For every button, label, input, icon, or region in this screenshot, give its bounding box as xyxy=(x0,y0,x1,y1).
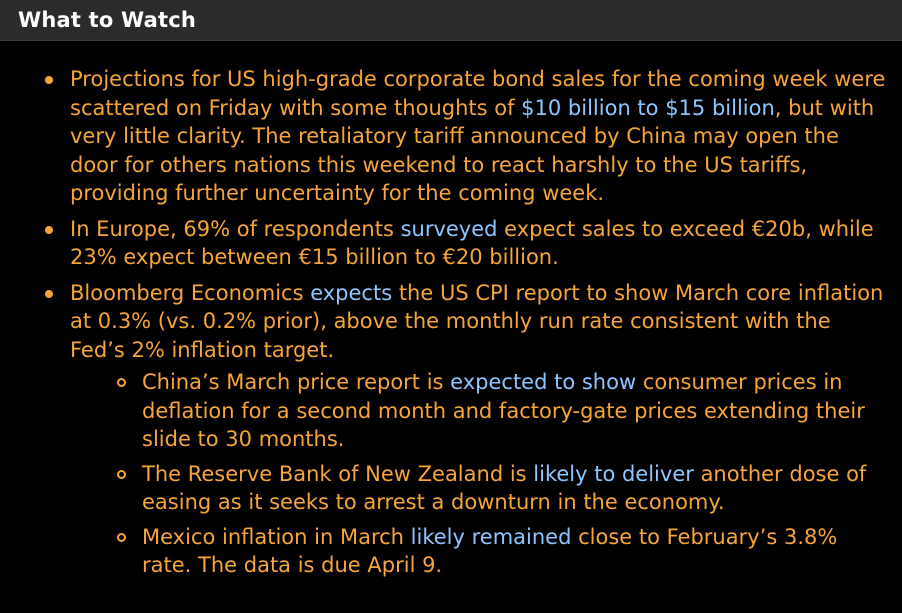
section-title: What to Watch xyxy=(18,8,197,32)
bullet-list: Projections for US high-grade corporate … xyxy=(38,65,890,580)
bullet-text: expect sales to exceed €20b, while 23% e… xyxy=(70,216,874,270)
inline-link[interactable]: expects xyxy=(310,280,393,305)
inline-link[interactable]: likely to deliver xyxy=(533,461,694,486)
bullet-text: Projections for US high-grade corporate … xyxy=(70,67,886,120)
sub-bullet-item: The Reserve Bank of New Zealand is likel… xyxy=(110,460,890,517)
bullet-text: , but with very little clarity. The reta… xyxy=(70,95,875,206)
bullet-text: Bloomberg Economics xyxy=(70,280,311,305)
bullet-text: China’s March price report is xyxy=(142,370,451,394)
sub-bullet-item: Mexico inflation in March likely remaine… xyxy=(110,523,890,580)
section-header: What to Watch xyxy=(0,0,902,41)
bullet-text: the US CPI report to show March core inf… xyxy=(70,280,884,362)
inline-link[interactable]: expected to show xyxy=(450,370,637,394)
inline-link[interactable]: likely remained xyxy=(410,524,572,549)
inline-link[interactable]: surveyed xyxy=(400,216,498,241)
bullet-text: The Reserve Bank of New Zealand is xyxy=(142,461,534,486)
bullet-item: Projections for US high-grade corporate … xyxy=(38,65,890,208)
bullet-item: Bloomberg Economics expects the US CPI r… xyxy=(38,279,890,580)
bullet-text: In Europe, 69% of respondents xyxy=(70,216,401,241)
watch-list-content: Projections for US high-grade corporate … xyxy=(0,41,902,580)
bullet-text: Mexico inflation in March xyxy=(142,524,411,549)
bullet-item: In Europe, 69% of respondents surveyed e… xyxy=(38,215,890,272)
bullet-text: close to February’s 3.8% rate. The data … xyxy=(142,524,838,578)
bullet-text: another dose of easing as it seeks to ar… xyxy=(142,461,867,515)
sub-bullet-list: China’s March price report is expected t… xyxy=(70,368,890,580)
bullet-text: consumer prices in deflation for a secon… xyxy=(142,370,865,451)
sub-bullet-item: China’s March price report is expected t… xyxy=(110,368,890,454)
inline-link[interactable]: $10 billion to $15 billion xyxy=(521,95,775,120)
